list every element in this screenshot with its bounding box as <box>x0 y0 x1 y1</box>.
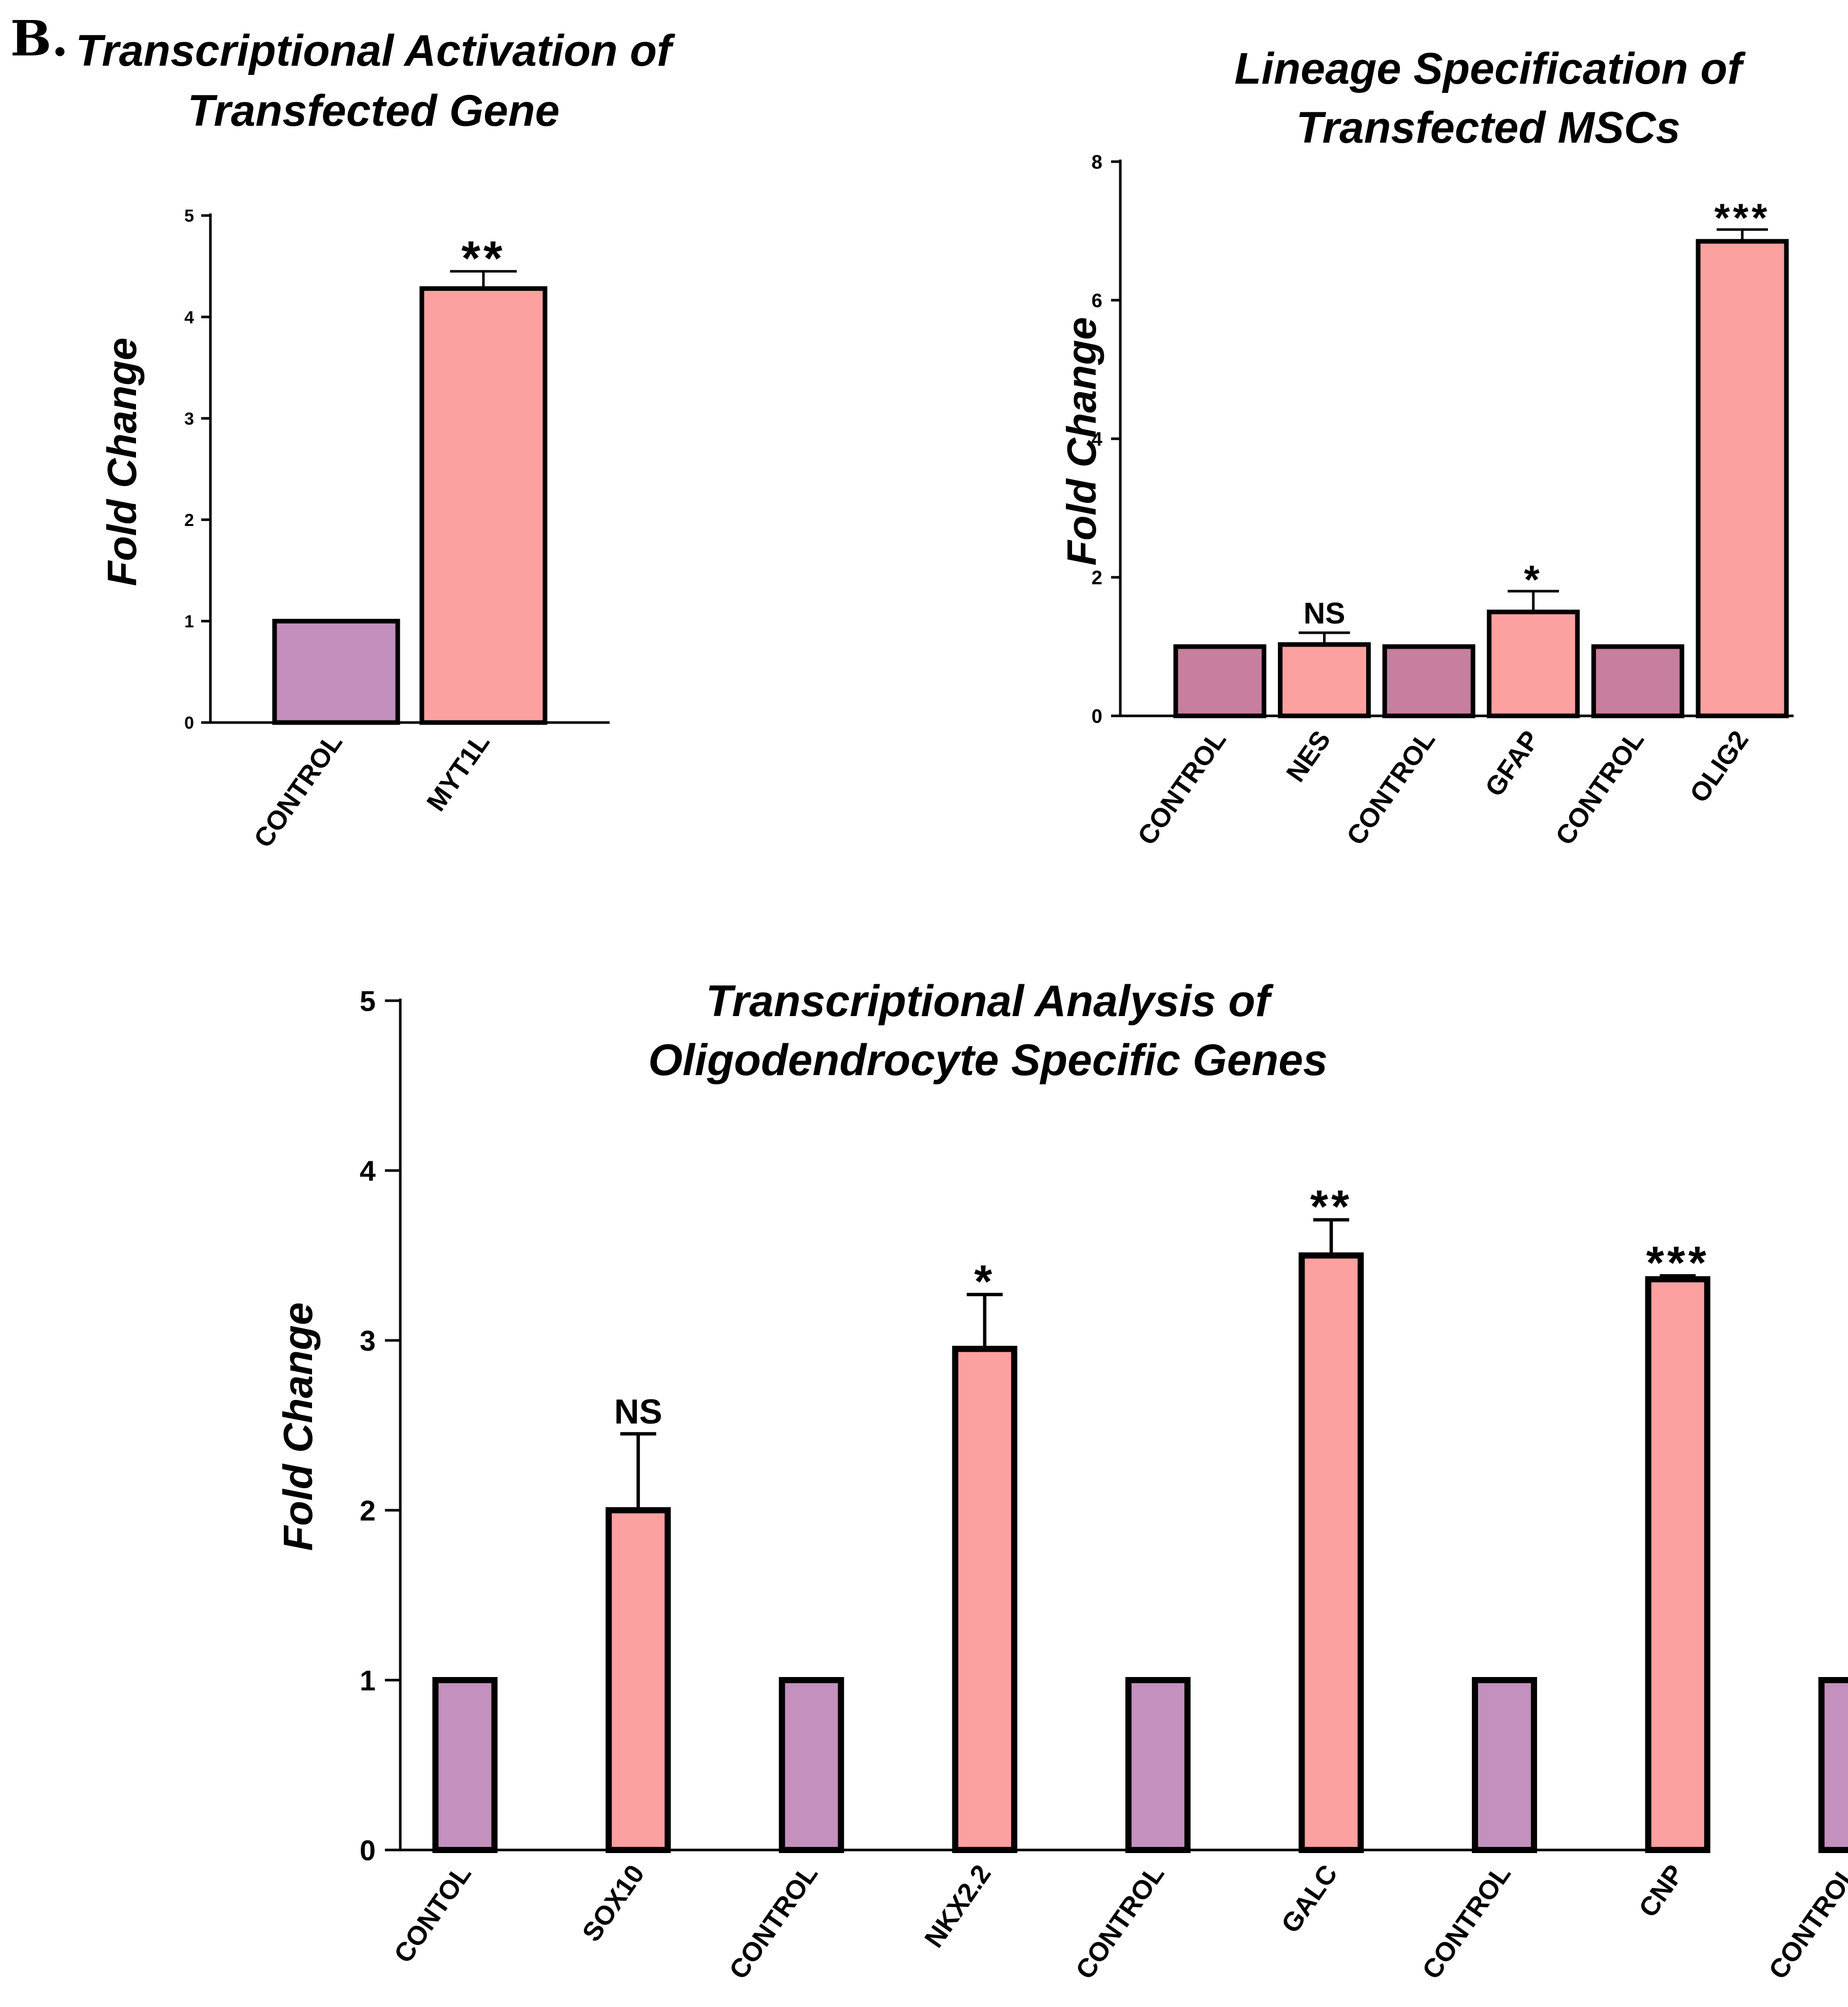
bar-gfap <box>1487 610 1580 718</box>
significance-label: ** <box>461 231 505 285</box>
plots-group: Transcriptional Activation of Transfected… <box>75 26 1848 1984</box>
y-tick-label: 0 <box>184 713 194 733</box>
category-label: OLIG2 <box>1684 726 1755 808</box>
y-tick-label: 3 <box>360 1324 376 1357</box>
y-tick-label: 5 <box>360 985 376 1017</box>
y-tick-label: 5 <box>184 206 194 226</box>
category-label: MYT1L <box>421 728 496 817</box>
y-tick-label: 4 <box>184 308 194 327</box>
y-axis-label: Fold Change <box>275 1302 321 1551</box>
y-axis-label: Fold Change <box>1059 317 1104 566</box>
bar-myt1l <box>419 286 548 725</box>
bar-nes <box>1278 642 1371 718</box>
significance-label: * <box>1524 557 1543 602</box>
chart-title-line: Oligodendrocyte Specific Genes <box>648 1036 1328 1085</box>
chart-title-line: Transcriptional Activation of <box>75 26 675 75</box>
bar-control <box>1472 1677 1538 1853</box>
significance-label: ** <box>1310 1181 1352 1233</box>
panel-label: B. <box>10 10 68 67</box>
significance-label: *** <box>1646 1237 1709 1289</box>
y-tick-label: 8 <box>1092 152 1102 173</box>
y-tick-label: 0 <box>360 1834 376 1866</box>
bar-control <box>1818 1677 1848 1853</box>
chart-title-line: Transcriptional Analysis of <box>706 977 1274 1026</box>
category-label: CNP <box>1633 1860 1690 1923</box>
category-label: NKX2.2 <box>919 1860 997 1953</box>
y-tick-label: 1 <box>360 1664 376 1697</box>
category-label: SOX10 <box>577 1860 651 1947</box>
significance-label: *** <box>1714 195 1770 240</box>
chart-lineage: Lineage Specification of Transfected MSCs… <box>1059 44 1794 850</box>
y-tick-label: 2 <box>1092 568 1102 589</box>
bar-control <box>779 1677 844 1853</box>
category-label: CONTROL <box>1341 726 1441 851</box>
category-label: CONTROL <box>1763 1860 1848 1985</box>
category-label: CONTROL <box>1550 726 1650 851</box>
significance-label: NS <box>1304 597 1345 630</box>
bar-control <box>272 618 400 725</box>
bar-control <box>1125 1677 1191 1853</box>
y-tick-label: 0 <box>1092 706 1102 728</box>
y-tick-label: 4 <box>360 1155 376 1187</box>
y-tick-label: 4 <box>1092 429 1102 451</box>
category-label: GALC <box>1276 1860 1344 1939</box>
category-label: CONTROL <box>1070 1860 1170 1985</box>
bar-control <box>1591 644 1684 718</box>
bar-cnp <box>1645 1276 1710 1854</box>
bar-nkx2.2 <box>952 1346 1018 1854</box>
bar-sox10 <box>606 1507 671 1853</box>
y-tick-label: 1 <box>184 612 194 632</box>
significance-label: * <box>974 1256 995 1308</box>
y-tick-label: 3 <box>184 409 194 428</box>
category-label: CONTROL <box>1416 1860 1516 1985</box>
bar-control <box>1382 644 1475 718</box>
y-tick-label: 6 <box>1092 290 1102 312</box>
chart-title-line: Lineage Specification of <box>1234 44 1746 93</box>
category-label: CONTROL <box>248 728 348 853</box>
bar-contol <box>432 1677 498 1853</box>
significance-label: NS <box>614 1393 663 1431</box>
category-label: CONTROL <box>1132 726 1232 851</box>
category-label: GFAP <box>1480 726 1546 802</box>
chart-oligo: Transcriptional Analysis of Oligodendrocy… <box>275 977 1848 1984</box>
y-axis-label: Fold Change <box>99 338 145 586</box>
bar-olig2 <box>1696 239 1789 718</box>
chart-title-line: Transfected MSCs <box>1296 103 1681 152</box>
y-tick-label: 2 <box>360 1494 376 1527</box>
category-label: CONTROL <box>724 1860 824 1985</box>
chart-title-line: Transfected Gene <box>188 86 560 135</box>
bar-galc <box>1298 1252 1364 1853</box>
category-label: NES <box>1281 726 1337 788</box>
bar-control <box>1173 644 1267 718</box>
chart-myt1l: Transcriptional Activation of Transfected… <box>75 26 675 853</box>
category-label: CONTOL <box>388 1860 477 1969</box>
y-tick-label: 2 <box>184 511 194 530</box>
